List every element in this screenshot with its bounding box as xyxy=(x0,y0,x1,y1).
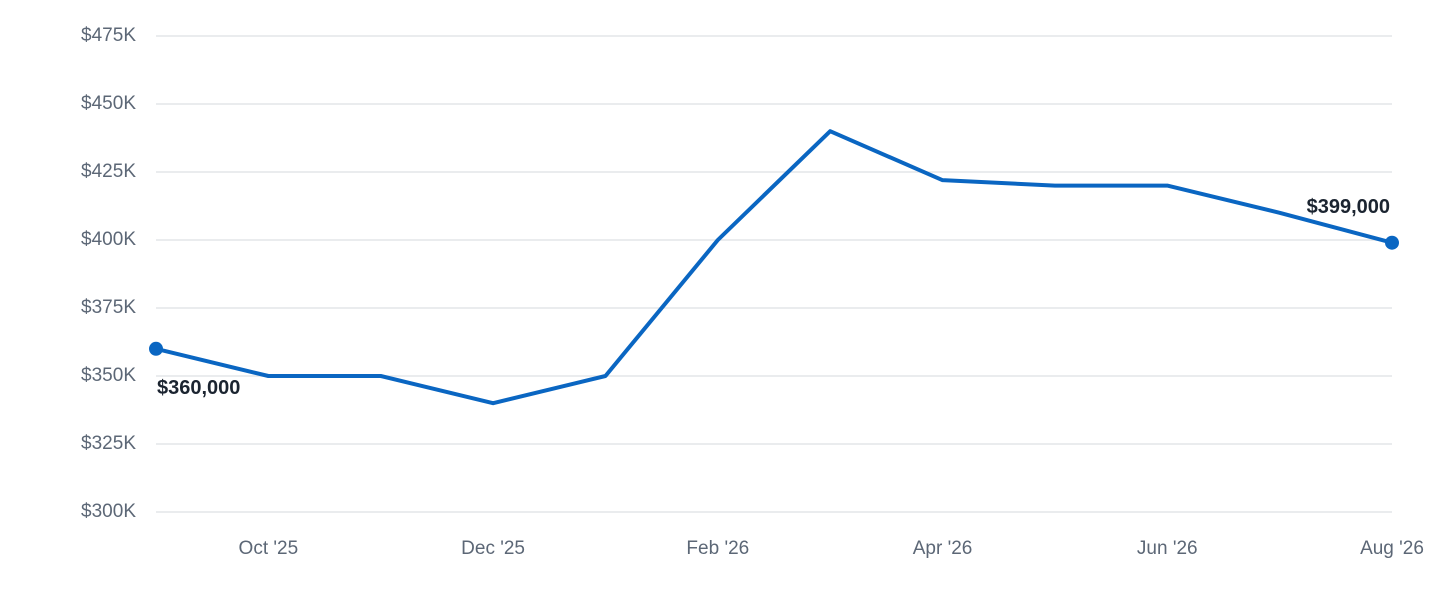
x-tick-label: Apr '26 xyxy=(913,538,973,559)
y-tick-label: $450K xyxy=(81,93,136,114)
y-tick-label: $375K xyxy=(81,297,136,318)
point xyxy=(149,341,163,356)
y-tick-label: $400K xyxy=(81,229,136,250)
x-tick-label: Feb '26 xyxy=(686,538,749,559)
value-label: $399,000 xyxy=(1307,196,1390,218)
y-tick-label: $475K xyxy=(81,25,136,46)
line xyxy=(155,129,1393,406)
y-tick-label: $425K xyxy=(81,161,136,182)
y-tick-label: $350K xyxy=(81,365,136,386)
point xyxy=(1385,235,1399,250)
y-tick-label: $300K xyxy=(81,501,136,522)
value-label: $360,000 xyxy=(157,377,240,399)
y-tick-label: $325K xyxy=(81,433,136,454)
x-tick-label: Aug '26 xyxy=(1360,538,1424,559)
x-tick-label: Jun '26 xyxy=(1137,538,1198,559)
x-tick-label: Oct '25 xyxy=(239,538,299,559)
x-tick-label: Dec '25 xyxy=(461,538,525,559)
